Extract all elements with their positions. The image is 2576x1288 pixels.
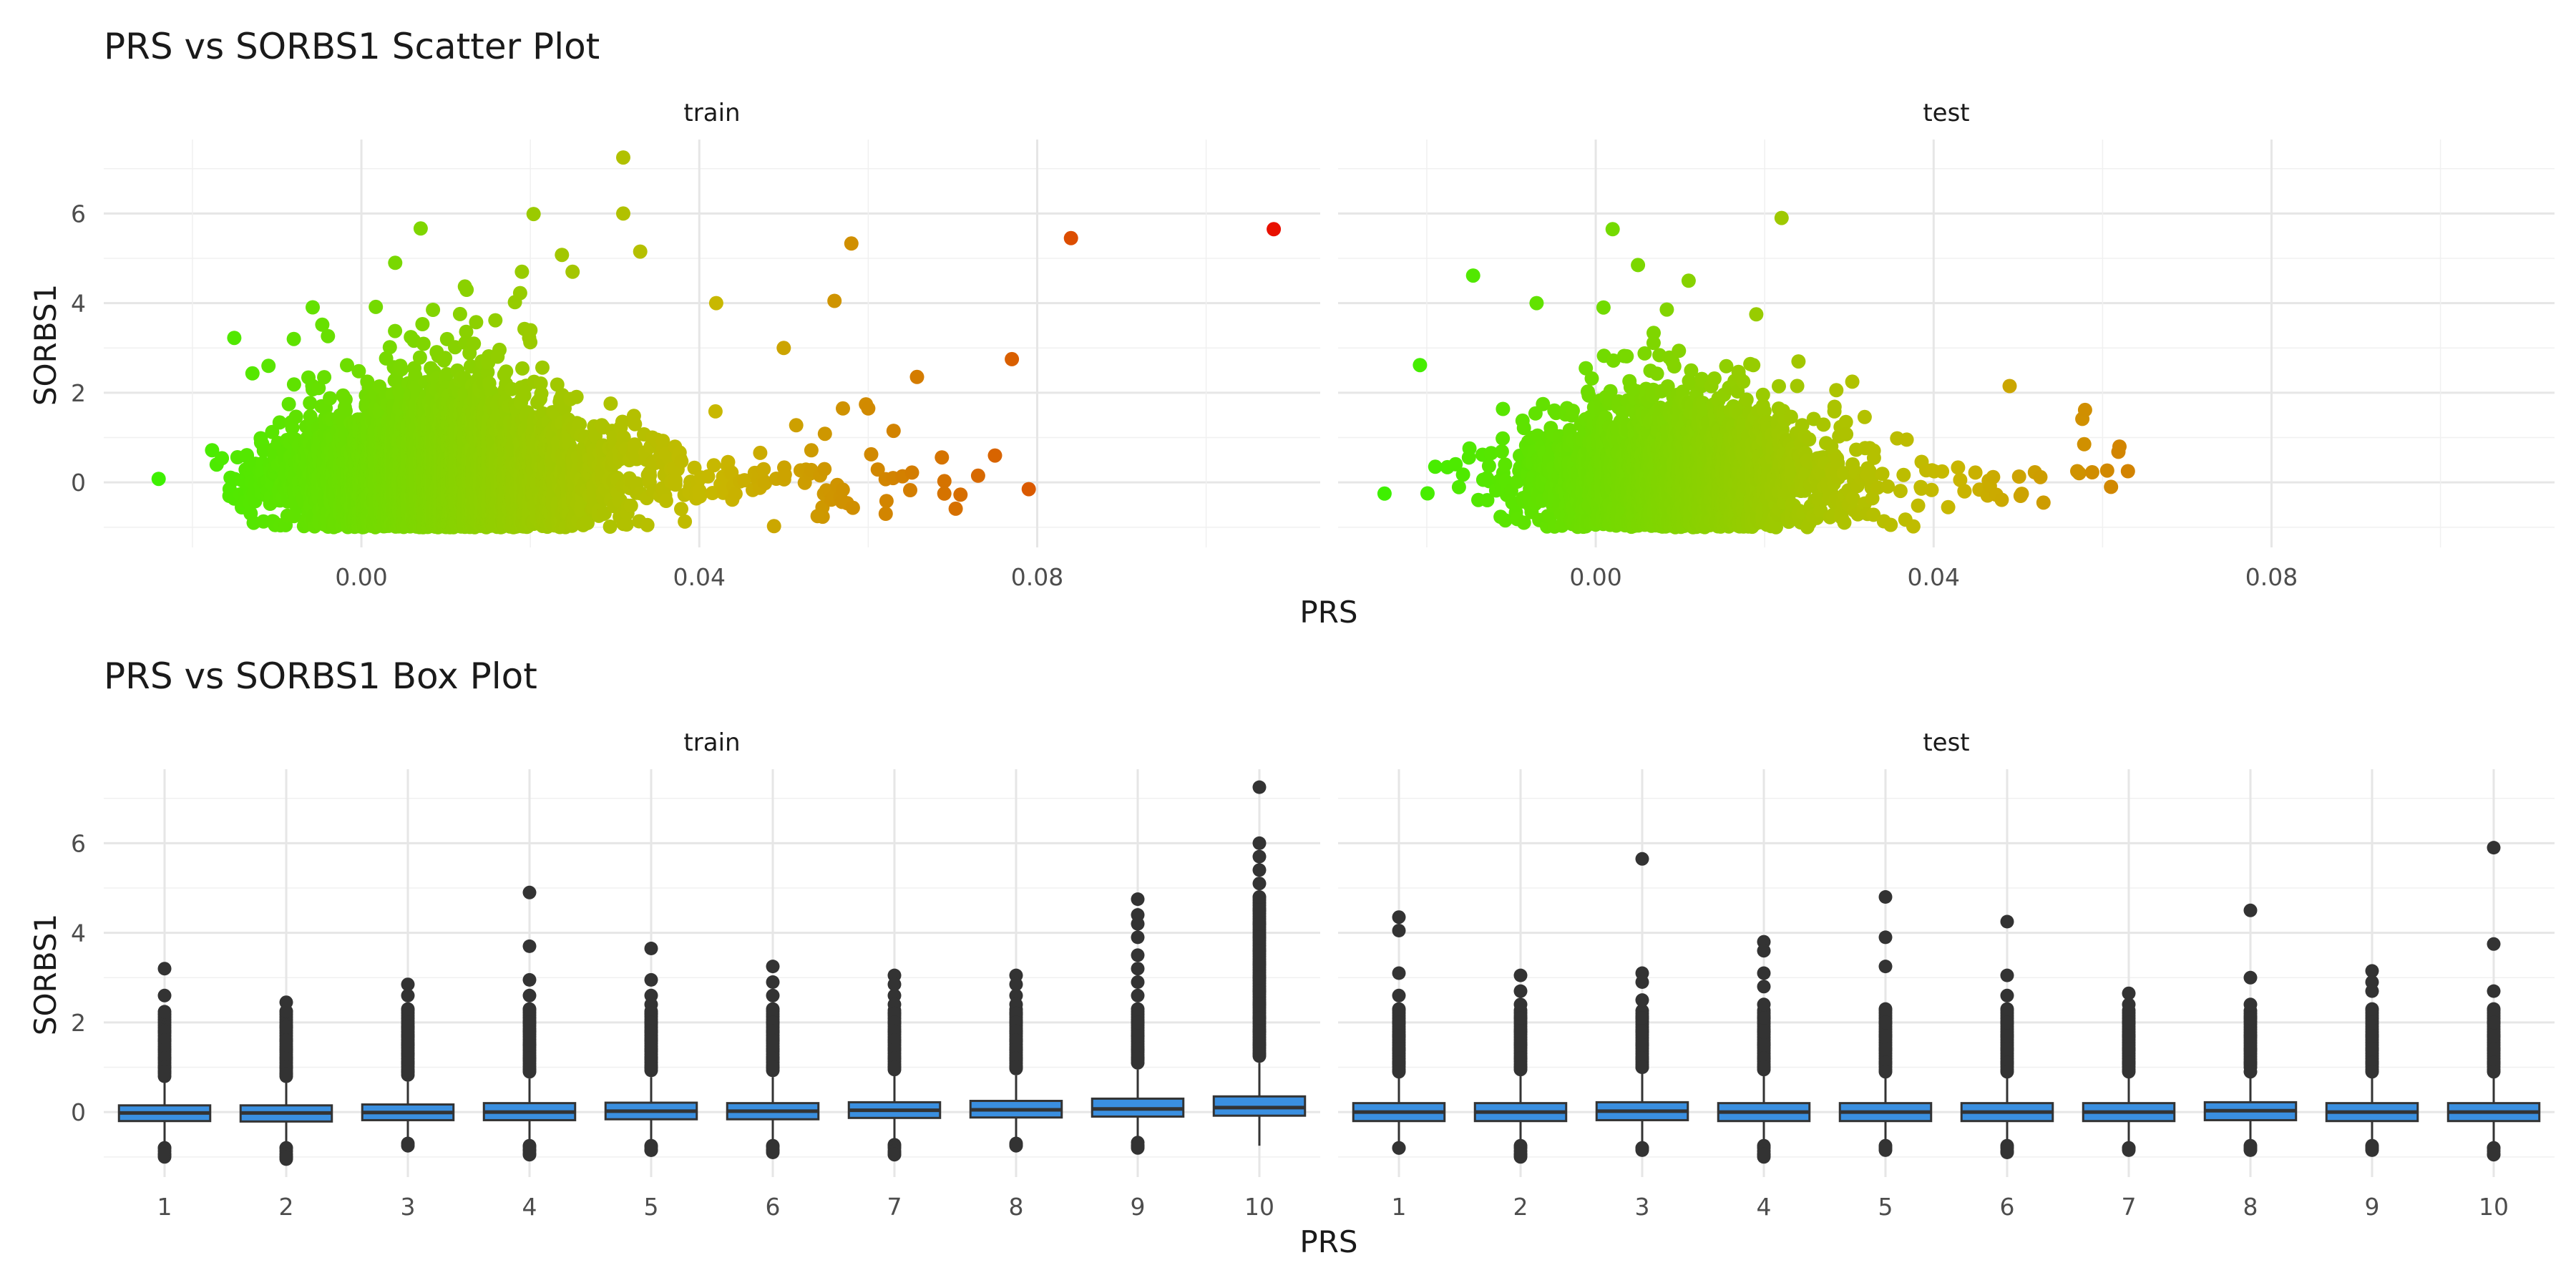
scatter-point [311, 381, 326, 396]
scatter-point [459, 283, 474, 297]
scatter-point [438, 351, 453, 366]
scatter-point [415, 317, 430, 331]
scatter-point [382, 340, 397, 355]
scatter-point [515, 361, 530, 376]
scatter-point [388, 323, 403, 338]
scatter-point [523, 323, 538, 338]
scatter-facet-label-train: train [683, 99, 740, 127]
scatter-point [306, 300, 320, 315]
scatter-point [534, 386, 549, 401]
scatter-y-axis-title: SORBS1 [28, 284, 63, 406]
box-y-axis-title: SORBS1 [28, 914, 63, 1035]
scatter-point [227, 331, 242, 346]
scatter-point [321, 328, 336, 343]
scatter-point [469, 315, 484, 330]
scatter-point [488, 313, 503, 328]
scatter-point [351, 364, 366, 379]
scatter-point [526, 207, 541, 222]
box-title: PRS vs SORBS1 Box Plot [104, 655, 537, 697]
scatter-point [338, 404, 353, 419]
scatter-point [369, 299, 384, 314]
scatter-point [452, 306, 467, 321]
scatter-point [272, 415, 287, 430]
scatter-point [303, 396, 318, 411]
scatter-point [323, 391, 338, 406]
scatter-x-axis-title: PRS [1299, 595, 1357, 630]
scatter-point [535, 360, 550, 375]
scatter-point [499, 364, 514, 379]
scatter-point [467, 336, 482, 351]
scatter-point [245, 366, 260, 381]
scatter-point [286, 377, 301, 392]
scatter-point [569, 389, 584, 404]
scatter-point [412, 350, 427, 365]
scatter-point [340, 358, 354, 373]
scatter-point [555, 248, 570, 263]
scatter-point [288, 409, 303, 424]
scatter-point [426, 303, 441, 317]
box-x-axis-title: PRS [1299, 1224, 1357, 1259]
scatter-point [416, 336, 431, 351]
scatter-point [317, 370, 332, 385]
scatter-point [338, 392, 353, 407]
scatter-title: PRS vs SORBS1 Scatter Plot [104, 26, 600, 67]
scatter-point [315, 317, 330, 332]
scatter-point [281, 396, 296, 411]
scatter-point [408, 369, 423, 383]
scatter-point [215, 451, 230, 466]
box-facet-label-test: test [1923, 728, 1969, 757]
scatter-point [413, 221, 428, 236]
scatter-point [205, 443, 220, 458]
scatter-facet-label-test: test [1923, 99, 1969, 127]
box-facet-label-train: train [683, 728, 740, 757]
scatter-point [285, 420, 300, 435]
scatter-point [492, 342, 507, 357]
scatter-point [512, 286, 527, 301]
scatter-point [394, 362, 409, 376]
